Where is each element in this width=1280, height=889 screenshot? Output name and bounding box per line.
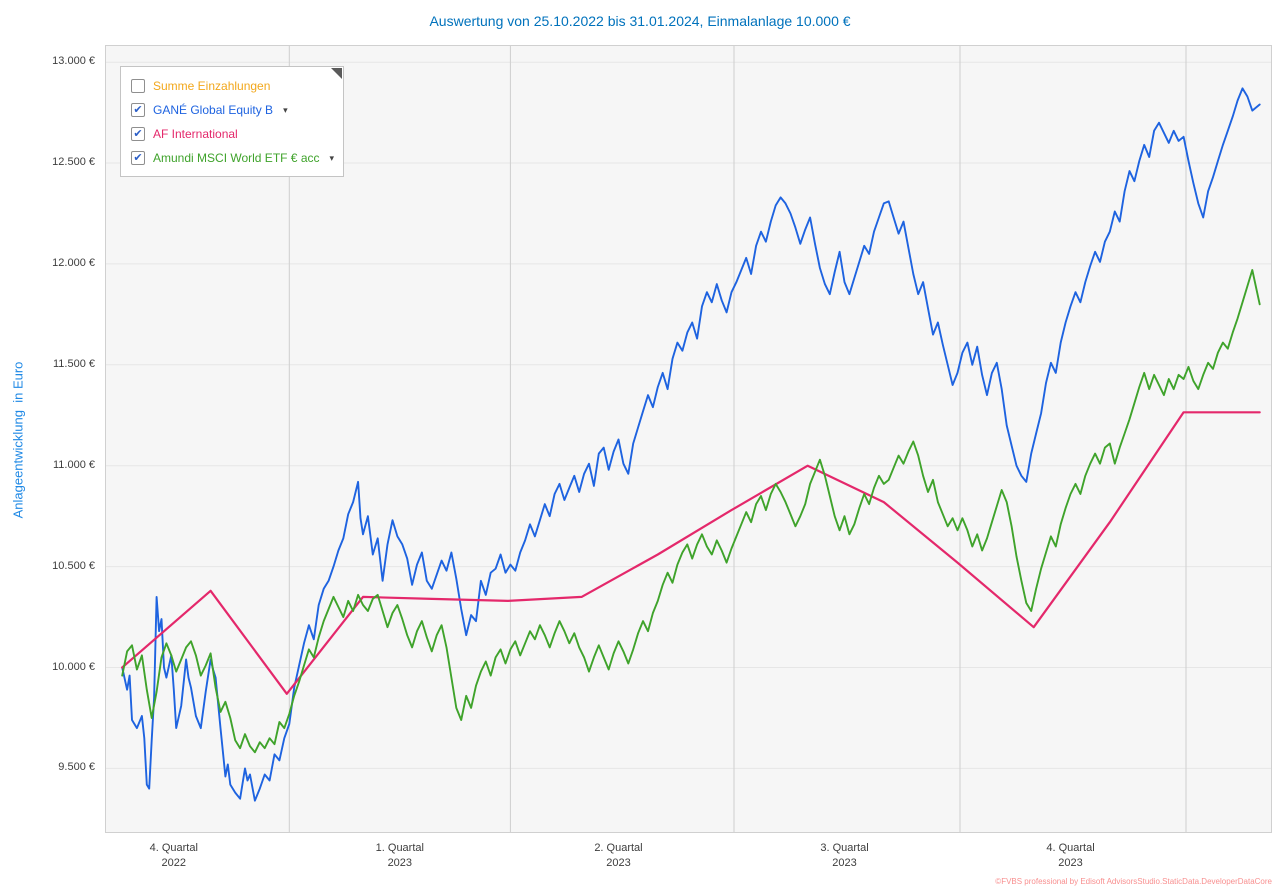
x-tick-label: 4. Quartal 2022 — [149, 842, 198, 869]
legend-item-label: AF International — [153, 127, 238, 141]
y-tick-label: 13.000 € — [52, 55, 95, 68]
check-icon: ✔ — [133, 127, 143, 140]
y-tick-label: 12.500 € — [52, 156, 95, 169]
y-tick-label: 12.000 € — [52, 256, 95, 269]
watermark: ©FVBS professional by Edisoft AdvisorsSt… — [995, 877, 1272, 886]
legend-collapse-icon[interactable] — [331, 68, 342, 79]
checkbox-checked[interactable]: ✔ — [131, 127, 145, 141]
check-icon: ✔ — [133, 103, 143, 116]
checkbox-checked[interactable]: ✔ — [131, 151, 145, 165]
y-tick-label: 11.000 € — [52, 458, 95, 471]
plot-border — [105, 45, 1272, 833]
checkbox-unchecked[interactable] — [131, 79, 145, 93]
x-tick-label: 2. Quartal 2023 — [594, 842, 643, 869]
x-tick-label: 1. Quartal 2023 — [375, 842, 424, 869]
y-axis-title: Anlageentwicklung in Euro — [10, 361, 26, 519]
series-line-0 — [121, 87, 1261, 802]
chevron-down-icon[interactable]: ▾ — [329, 152, 335, 163]
legend-item-label: Amundi MSCI World ETF € acc — [153, 151, 320, 165]
legend-item-2: ✔ AF International — [131, 122, 333, 146]
y-tick-label: 10.500 € — [52, 559, 95, 572]
chart-title: Auswertung von 25.10.2022 bis 31.01.2024… — [429, 13, 851, 29]
checkbox-checked[interactable]: ✔ — [131, 103, 145, 117]
legend-item-label: Summe Einzahlungen — [153, 79, 271, 93]
legend: Summe Einzahlungen ✔ GANÉ Global Equity B ▾… — [120, 66, 344, 177]
x-tick-label: 4. Quartal 2023 — [1046, 842, 1095, 869]
legend-item-1: ✔ GANÉ Global Equity B ▾ — [131, 98, 333, 122]
y-tick-label: 10.000 € — [52, 660, 95, 673]
legend-item-label: GANÉ Global Equity B — [153, 103, 274, 117]
x-tick-label: 3. Quartal 2023 — [820, 842, 869, 869]
y-tick-label: 9.500 € — [58, 761, 95, 774]
series-line-1 — [121, 411, 1261, 695]
series-line-2 — [121, 269, 1261, 754]
legend-item-0: Summe Einzahlungen — [131, 74, 333, 98]
legend-rows: Summe Einzahlungen ✔ GANÉ Global Equity B ▾… — [131, 74, 335, 170]
legend-item-3: ✔ Amundi MSCI World ETF € acc ▾ — [131, 146, 335, 170]
chevron-down-icon[interactable]: ▾ — [283, 104, 288, 115]
check-icon: ✔ — [133, 151, 143, 164]
y-tick-label: 11.500 € — [52, 357, 95, 370]
